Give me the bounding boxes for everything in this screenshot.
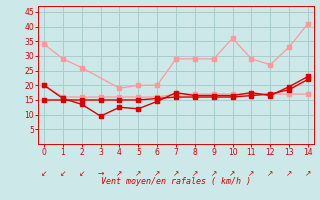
Text: ↗: ↗ bbox=[305, 169, 311, 178]
Text: ↙: ↙ bbox=[41, 169, 47, 178]
Text: ↗: ↗ bbox=[248, 169, 255, 178]
Text: ↗: ↗ bbox=[192, 169, 198, 178]
Text: ↗: ↗ bbox=[154, 169, 160, 178]
Text: ↗: ↗ bbox=[267, 169, 273, 178]
Text: ↗: ↗ bbox=[286, 169, 292, 178]
Text: ↗: ↗ bbox=[173, 169, 179, 178]
Text: ↗: ↗ bbox=[135, 169, 141, 178]
Text: →: → bbox=[97, 169, 104, 178]
Text: ↗: ↗ bbox=[229, 169, 236, 178]
Text: ↙: ↙ bbox=[79, 169, 85, 178]
Text: ↗: ↗ bbox=[116, 169, 123, 178]
X-axis label: Vent moyen/en rafales ( km/h ): Vent moyen/en rafales ( km/h ) bbox=[101, 177, 251, 186]
Text: ↗: ↗ bbox=[211, 169, 217, 178]
Text: ↙: ↙ bbox=[60, 169, 66, 178]
